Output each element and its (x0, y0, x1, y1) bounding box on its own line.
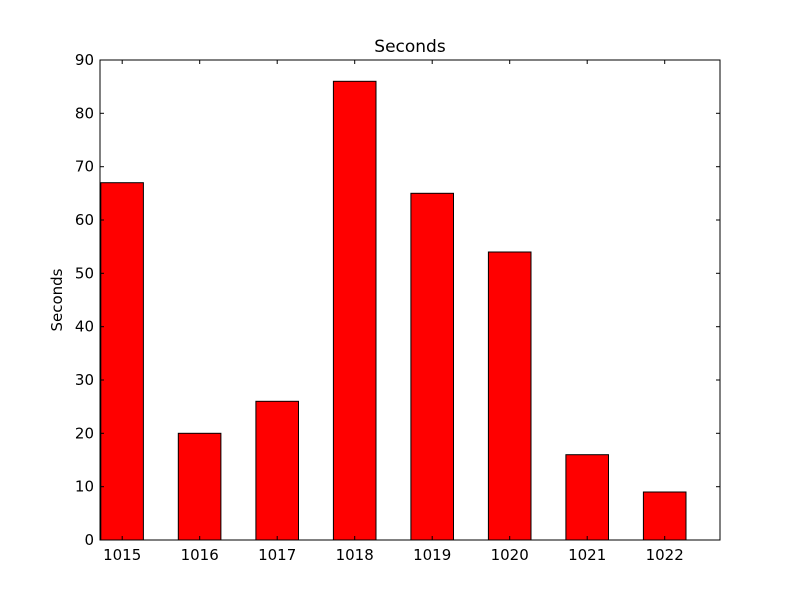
bars-group (100, 80, 687, 541)
y-axis-label: Seconds (48, 268, 66, 331)
y-tick-label: 0 (84, 531, 94, 549)
y-tick-label: 10 (75, 478, 94, 496)
bar-1021 (565, 454, 610, 541)
y-ticks-group: 0 10 20 30 40 50 60 70 80 90 (75, 51, 720, 549)
bar-1020 (487, 251, 532, 541)
x-tick-label: 1019 (413, 546, 451, 564)
bar-1016 (177, 432, 222, 541)
x-tick-label: 1017 (258, 546, 296, 564)
x-tick-label: 1018 (336, 546, 374, 564)
bar-1022 (642, 491, 687, 541)
x-ticks-group: 1015 1016 1017 1018 1019 1020 1021 1022 (103, 60, 684, 564)
y-tick-label: 40 (75, 318, 94, 336)
y-tick-label: 70 (75, 158, 94, 176)
y-tick-label: 80 (75, 104, 94, 122)
bar-1018 (332, 80, 377, 541)
x-tick-label: 1021 (568, 546, 606, 564)
bar-1017 (255, 400, 299, 541)
bar-1019 (410, 192, 454, 541)
y-tick-label: 60 (75, 211, 94, 229)
x-tick-label: 1015 (103, 546, 141, 564)
y-tick-label: 20 (75, 424, 94, 442)
plot-frame (99, 59, 721, 541)
y-tick-label: 90 (75, 51, 94, 69)
bar-1015 (100, 182, 144, 541)
y-tick-label: 30 (75, 371, 94, 389)
x-tick-label: 1020 (491, 546, 529, 564)
y-tick-label: 50 (75, 264, 94, 282)
chart-title: Seconds (374, 37, 446, 57)
x-tick-label: 1022 (646, 546, 684, 564)
x-tick-label: 1016 (181, 546, 219, 564)
